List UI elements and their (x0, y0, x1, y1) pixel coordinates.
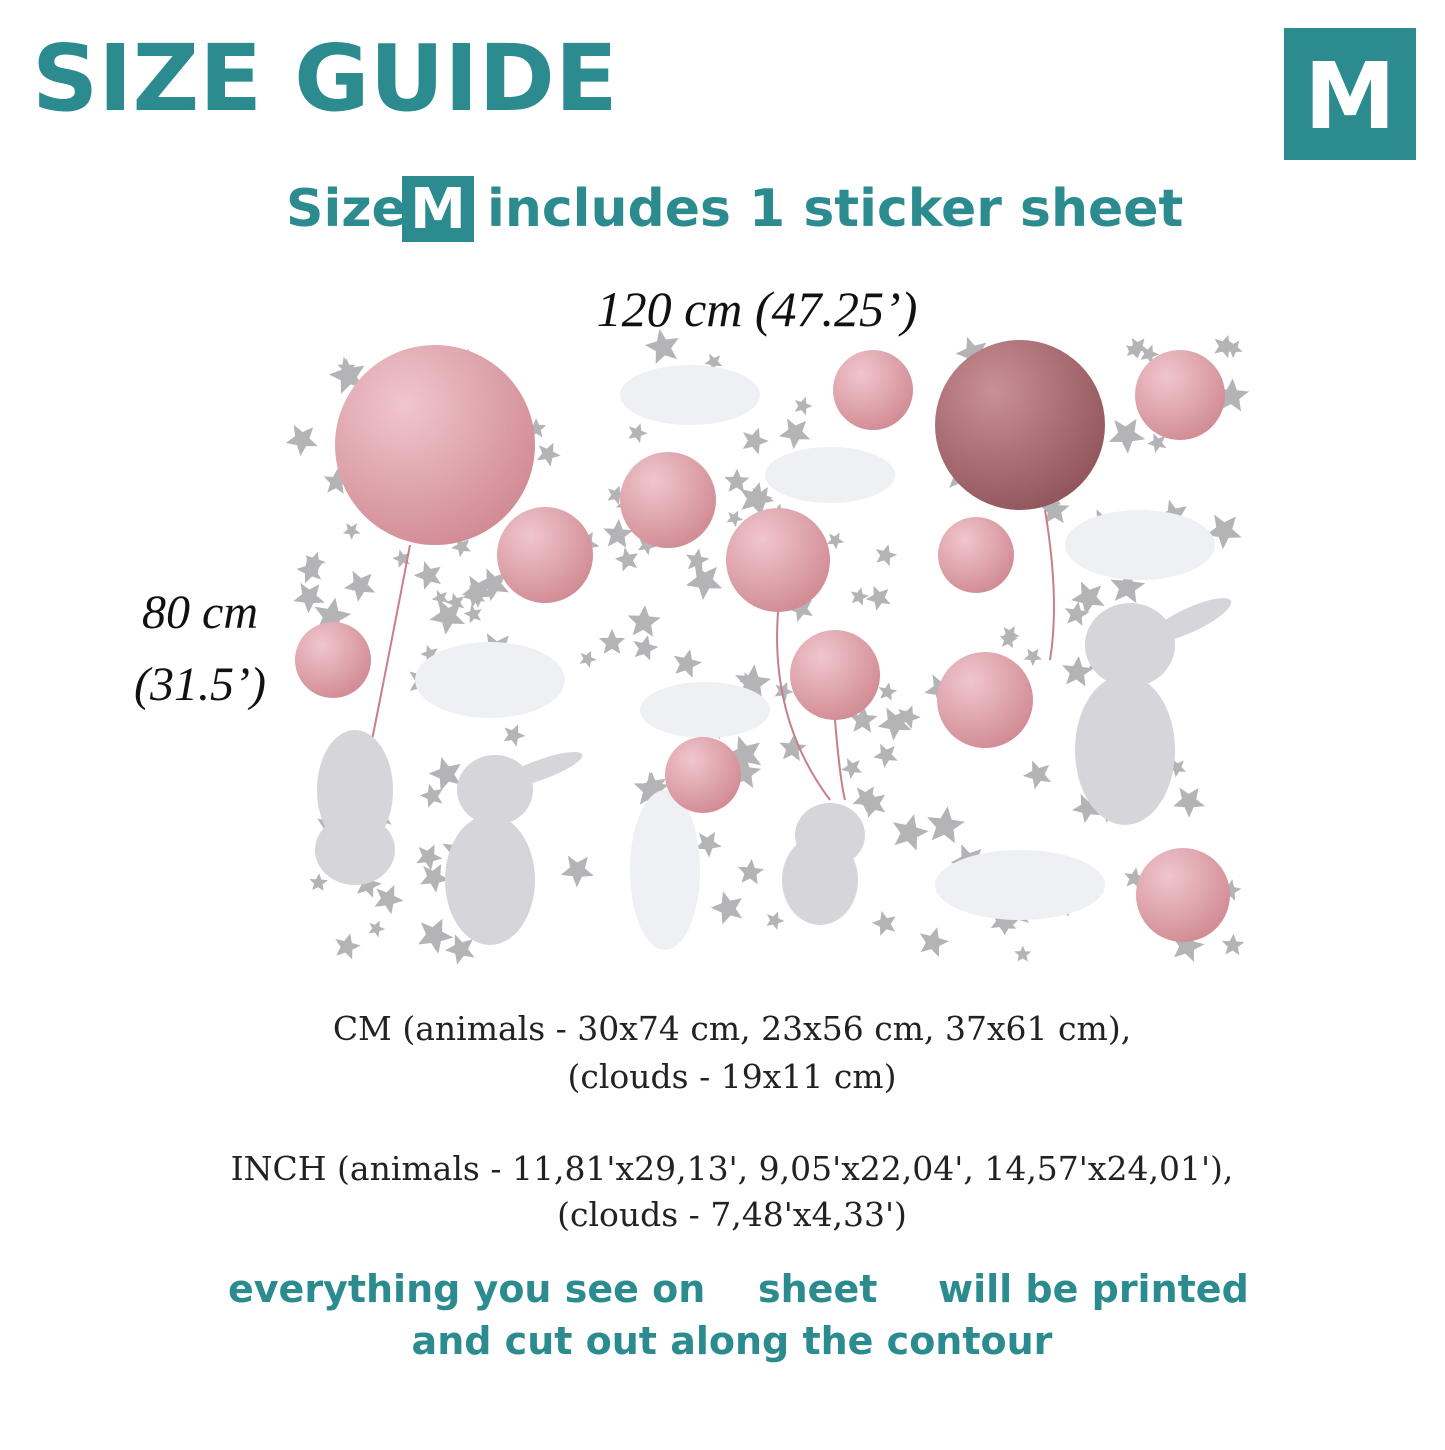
subtitle-badge-bg (402, 176, 474, 242)
inch-line: INCH (animals - 11,81'x29,13', 9,05'x22,… (231, 1149, 1234, 1188)
star (576, 647, 600, 670)
subtitle-after: includes 1 sticker sheet (487, 179, 1183, 239)
bunnies (315, 598, 1232, 945)
star (624, 419, 650, 445)
footer-text: everything you see on (228, 1267, 705, 1311)
star (707, 884, 752, 930)
star (862, 579, 898, 615)
cm-line: CM (animals - 30x74 cm, 23x56 cm, 37x61 … (333, 1009, 1131, 1048)
star (669, 645, 705, 680)
star (737, 423, 772, 457)
star (736, 857, 765, 885)
star (872, 541, 900, 568)
star (1019, 753, 1059, 794)
star (340, 518, 365, 542)
star (723, 468, 750, 493)
star (499, 720, 529, 749)
star (390, 545, 416, 571)
star (1221, 933, 1245, 956)
sticker-sheet (281, 322, 1250, 970)
star (308, 872, 329, 892)
star (1168, 778, 1212, 822)
star (532, 437, 565, 469)
clouds (415, 365, 1215, 950)
subtitle-before: Size (286, 179, 407, 239)
star (774, 410, 818, 454)
star (293, 551, 330, 588)
star (411, 838, 447, 873)
footer-text: and cut out along the contour (412, 1319, 1053, 1363)
star (924, 804, 967, 845)
star (791, 393, 815, 417)
star (555, 846, 601, 892)
inch-line: (clouds - 7,48'x4,33') (557, 1195, 907, 1234)
star (870, 737, 904, 772)
strings (369, 509, 1055, 801)
star (626, 603, 662, 638)
height-cm: 80 cm (142, 586, 258, 639)
badge: M (1304, 43, 1396, 150)
subtitle-size: M (410, 177, 466, 242)
star (281, 416, 326, 461)
balloons (295, 340, 1230, 942)
star (598, 628, 626, 654)
badge-bg (1284, 28, 1416, 160)
footer-text: sheet (758, 1267, 877, 1311)
star (331, 930, 364, 961)
star (848, 585, 871, 607)
title: SIZE GUIDE (32, 25, 618, 132)
star (763, 908, 787, 932)
star (365, 917, 388, 939)
star (998, 629, 1019, 649)
star (1014, 945, 1032, 962)
height-in: (31.5’) (134, 658, 266, 711)
cm-line: (clouds - 19x11 cm) (568, 1057, 897, 1096)
width-label: 120 cm (47.25’) (597, 281, 918, 337)
star (680, 554, 731, 605)
star (461, 601, 487, 627)
star (887, 809, 932, 853)
star (339, 562, 383, 607)
star (838, 752, 868, 782)
star (410, 555, 450, 594)
star (612, 542, 645, 576)
star (854, 782, 894, 823)
star (869, 906, 903, 940)
star (629, 632, 661, 662)
star (915, 923, 952, 959)
star (876, 680, 899, 702)
footer-text: will be printed (938, 1267, 1249, 1311)
star (1020, 643, 1046, 669)
